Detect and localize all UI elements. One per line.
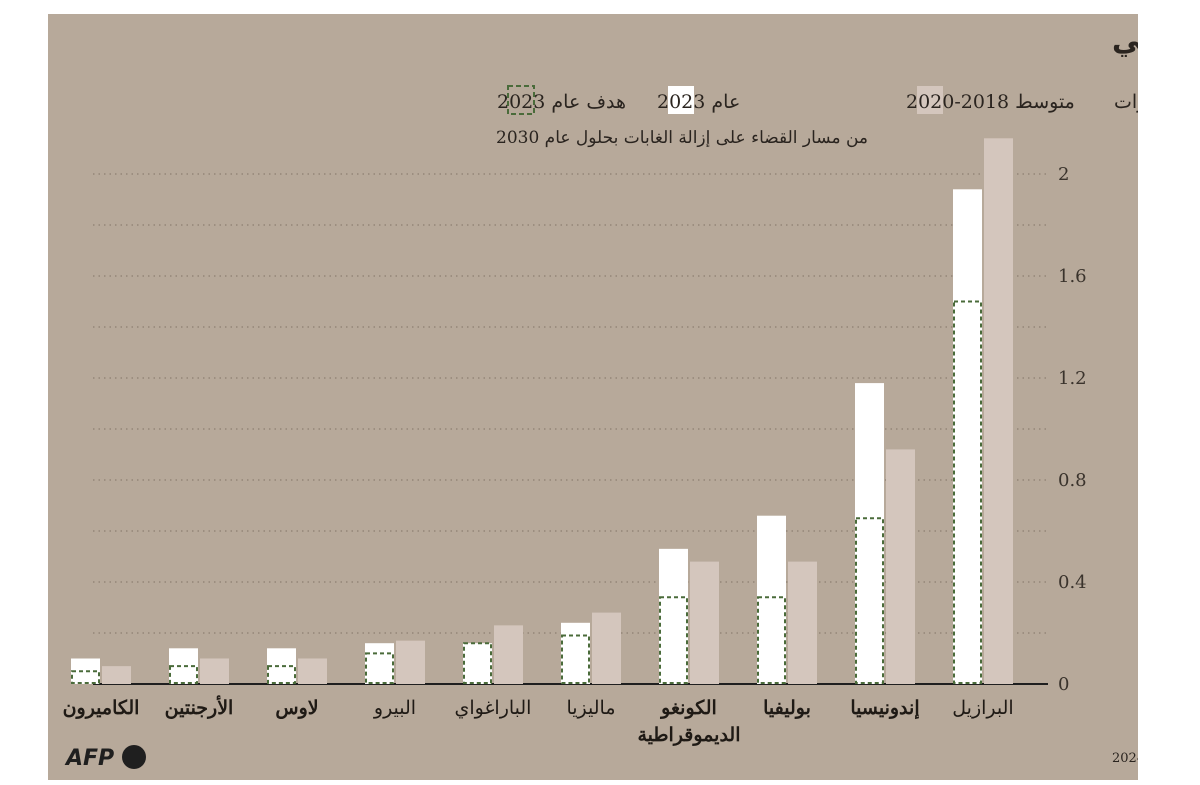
bar-target bbox=[71, 670, 100, 684]
afp-logo-text: AFP bbox=[64, 746, 114, 771]
y-tick-label: 0.4 bbox=[1058, 572, 1087, 593]
category-label: ماليزيا bbox=[566, 697, 615, 719]
chart-title: تزايد إزالة الغابات في 6 من أصل 10 دول ه… bbox=[1112, 21, 1138, 58]
bar-target bbox=[463, 642, 492, 685]
legend-unit: بملايين الهكتارات bbox=[1114, 91, 1138, 113]
bar-target bbox=[561, 634, 590, 684]
category-label: لاوس bbox=[275, 697, 318, 719]
category-label: البيرو bbox=[373, 697, 416, 719]
labels-layer: البرازيل إندونيسيا بوليفيا الكونغو الديموقرا… bbox=[63, 695, 1014, 746]
legend-swatch-avg bbox=[917, 86, 943, 114]
category-label: الكونغو bbox=[659, 697, 717, 719]
category-label: الديموقراطية bbox=[637, 724, 740, 746]
bar-target bbox=[953, 300, 982, 684]
category-label: بوليفيا bbox=[763, 697, 811, 719]
y-tick-label: 2 bbox=[1058, 164, 1069, 185]
bar-target bbox=[169, 665, 198, 685]
bar-2023 bbox=[463, 643, 492, 684]
legend-swatch-target bbox=[507, 85, 535, 115]
legend-target-note: من مسار القضاء على إزالة الغابات بحلول ع… bbox=[496, 128, 868, 148]
y-tick-label: 0.8 bbox=[1058, 470, 1087, 491]
bar-target bbox=[365, 652, 394, 685]
bar-target bbox=[267, 665, 296, 685]
legend-swatch-year bbox=[668, 86, 694, 114]
bar-avg bbox=[886, 449, 915, 684]
bar-avg bbox=[690, 561, 719, 684]
category-label: الأرجنتين bbox=[165, 695, 234, 719]
legend: بملايين الهكتارات متوسط 2018-2020 عام 20… bbox=[496, 85, 1138, 148]
category-label: الكاميرون bbox=[63, 697, 140, 719]
bar-2023 bbox=[757, 515, 786, 684]
category-label: إندونيسيا bbox=[850, 697, 919, 720]
chart-svg: تزايد إزالة الغابات في 6 من أصل 10 دول ه… bbox=[63, 21, 1138, 771]
legend-label-year: عام 2023 bbox=[657, 91, 740, 113]
bar-target bbox=[757, 596, 786, 684]
bar-2023 bbox=[659, 548, 688, 684]
legend-label-avg: متوسط 2018-2020 bbox=[906, 91, 1075, 113]
grid-layer: 0 0.4 0.8 1.2 1.6 2 bbox=[93, 164, 1087, 695]
bar-2023 bbox=[953, 189, 982, 685]
afp-logo: AFP bbox=[64, 745, 146, 771]
bar-avg bbox=[494, 625, 523, 684]
chart-panel: تزايد إزالة الغابات في 6 من أصل 10 دول ه… bbox=[48, 14, 1138, 780]
bar-avg bbox=[788, 561, 817, 684]
bars-layer bbox=[71, 138, 1013, 685]
bar-avg bbox=[298, 658, 327, 684]
bar-target bbox=[855, 517, 884, 684]
y-tick-label: 1.2 bbox=[1058, 368, 1087, 389]
category-label: الباراغواي bbox=[455, 697, 532, 719]
legend-label-target: هدف عام 2023 bbox=[497, 91, 626, 113]
category-label: البرازيل bbox=[952, 697, 1013, 719]
bar-avg bbox=[984, 138, 1013, 685]
bar-2023 bbox=[561, 622, 590, 684]
y-tick-label: 0 bbox=[1058, 674, 1069, 695]
bar-avg bbox=[102, 666, 131, 684]
bar-avg bbox=[396, 640, 425, 684]
y-tick-label: 1.6 bbox=[1058, 266, 1087, 287]
bar-2023 bbox=[365, 643, 394, 684]
bar-target bbox=[659, 596, 688, 684]
bar-2023 bbox=[855, 383, 884, 684]
bar-avg bbox=[592, 612, 621, 684]
afp-logo-dot bbox=[122, 745, 146, 769]
bar-avg bbox=[200, 658, 229, 684]
